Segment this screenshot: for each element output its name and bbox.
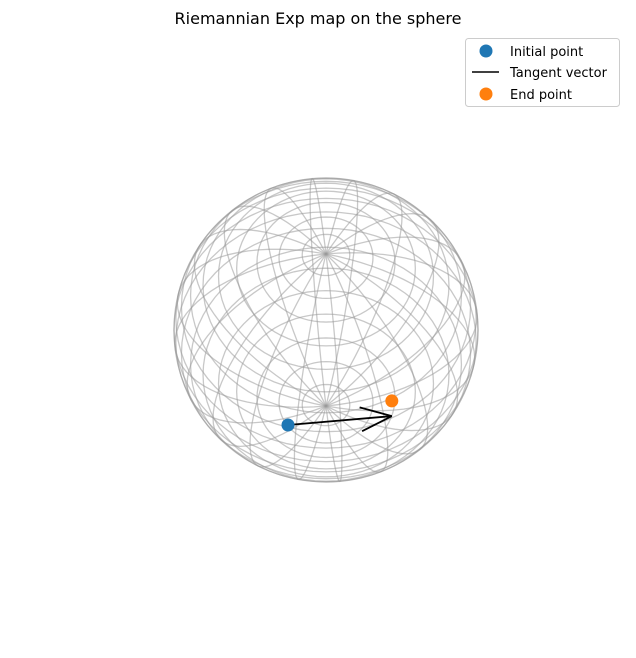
legend-marker-end-point (479, 87, 493, 101)
wireframe-meridian (325, 179, 359, 407)
wireframe-latitude-ring (202, 267, 450, 482)
sphere-wireframe (173, 177, 479, 483)
wireframe-meridian (325, 236, 466, 407)
wireframe-meridian (193, 228, 327, 407)
wireframe-meridian (212, 253, 327, 447)
wireframe-meridian (325, 253, 343, 483)
wireframe-meridian (309, 177, 327, 407)
wireframe-meridian (223, 205, 327, 407)
wireframe-meridian (325, 253, 476, 412)
legend: Initial point Tangent vector End point (465, 38, 620, 107)
wireframe-latitude-ring (202, 178, 450, 393)
legend-frame (465, 38, 620, 107)
wireframe-meridian (176, 248, 327, 407)
chart-marks (281, 394, 399, 432)
tangent-vector-shaft (287, 415, 392, 426)
legend-label-end-point: End point (510, 88, 572, 103)
wireframe-meridian (325, 213, 440, 407)
wireframe-latitude-ring (189, 246, 463, 483)
sphere-outline (173, 177, 479, 483)
tangent-vector-head (359, 406, 393, 417)
legend-marker-initial-point (479, 44, 493, 58)
legend-label-tangent-vector: Tangent vector (509, 66, 608, 81)
wireframe-meridian (293, 253, 327, 481)
chart-title: Riemannian Exp map on the sphere (175, 9, 462, 28)
wireframe-meridian (186, 253, 327, 424)
wireframe-meridian (325, 192, 403, 407)
wireframe-meridian (325, 253, 459, 432)
end-point-marker (385, 394, 399, 408)
initial-point-marker (281, 418, 295, 432)
wireframe-meridian (325, 253, 429, 455)
legend-label-initial-point: Initial point (510, 45, 583, 60)
wireframe-latitude-ring (189, 177, 463, 414)
wireframe-meridian (249, 253, 327, 468)
tangent-vector-head (361, 415, 393, 432)
